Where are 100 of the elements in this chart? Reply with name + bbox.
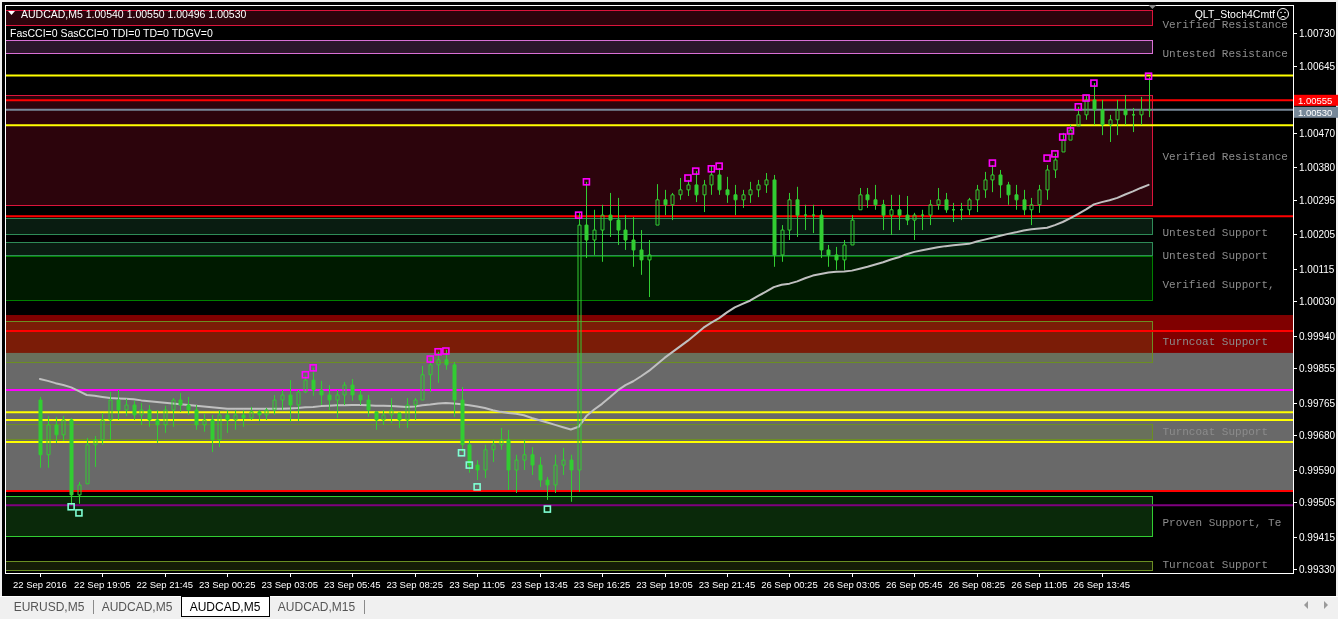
x-tick-label: 23 Sep 05:45	[323, 578, 381, 590]
candlestick	[1084, 95, 1089, 121]
point	[1043, 154, 1051, 162]
candlestick	[132, 400, 137, 421]
candlestick	[178, 392, 183, 413]
candlestick	[272, 394, 277, 416]
candlestick	[983, 171, 988, 199]
candlestick	[538, 456, 543, 488]
candlestick	[85, 437, 90, 485]
y-tick-label: 0.99765	[1299, 398, 1336, 409]
candlestick	[733, 184, 738, 216]
candlestick	[998, 169, 1003, 199]
candlestick	[623, 214, 628, 251]
candlestick	[897, 194, 902, 231]
candlestick	[530, 446, 535, 476]
candlestick	[77, 481, 82, 505]
candlestick	[194, 404, 199, 431]
candlestick	[257, 409, 262, 422]
y-tick-label: 1.00730	[1299, 28, 1336, 39]
text: AUDCAD,M5	[101, 600, 173, 614]
ref-line-label: 1.00555	[1298, 94, 1333, 106]
point	[457, 449, 466, 457]
candlestick	[397, 412, 402, 429]
candlestick	[561, 447, 566, 476]
candlestick	[1100, 99, 1105, 136]
candlestick	[54, 416, 59, 444]
candlestick	[499, 427, 504, 451]
candlestick	[592, 209, 597, 256]
candlestick	[420, 365, 425, 401]
point	[1051, 150, 1059, 158]
candlestick	[389, 397, 394, 424]
point	[684, 174, 692, 182]
candlestick	[1037, 184, 1042, 214]
candlestick	[881, 199, 886, 231]
point	[543, 505, 552, 513]
candlestick	[139, 402, 144, 426]
point	[465, 461, 474, 469]
candlestick	[264, 407, 269, 421]
candlestick	[1022, 189, 1027, 216]
point	[1074, 103, 1083, 111]
y-tick-label: 0.99680	[1299, 430, 1336, 441]
candlestick	[186, 396, 191, 416]
candlestick	[975, 184, 980, 213]
candlestick	[803, 204, 808, 231]
x-tick-label: 26 Sep 11:05	[1011, 578, 1068, 590]
candlestick	[725, 176, 730, 204]
candlestick	[959, 202, 964, 221]
candlestick	[1108, 114, 1113, 143]
candlestick	[413, 397, 418, 421]
candlestick	[506, 429, 511, 491]
candlestick	[967, 197, 972, 216]
x-tick-label: 23 Sep 16:25	[573, 578, 631, 590]
candlestick	[1068, 124, 1073, 141]
candlestick	[944, 192, 949, 214]
candlestick	[280, 389, 285, 411]
point	[1066, 127, 1075, 135]
x-tick-label: 22 Sep 19:05	[74, 578, 131, 590]
x-tick-label: 23 Sep 11:05	[449, 578, 506, 590]
candlestick	[171, 397, 176, 428]
x-tick-label: 23 Sep 13:45	[511, 578, 568, 590]
point	[426, 355, 435, 363]
candlestick	[311, 367, 316, 397]
y-tick-label: 1.00205	[1299, 229, 1336, 240]
candlestick	[678, 177, 683, 201]
candlestick	[288, 379, 293, 423]
x-tick-label: 26 Sep 05:45	[886, 578, 943, 590]
candlestick	[124, 398, 129, 417]
candlestick	[202, 413, 207, 433]
candlestick	[655, 183, 660, 226]
band-label: Turncoat Support	[1162, 335, 1269, 348]
candlestick	[756, 179, 761, 198]
line-series	[38, 183, 1150, 431]
chart-title: AUDCAD,M5 1.00540 1.00550 1.00496 1.00530	[21, 7, 247, 20]
candlestick	[936, 187, 941, 211]
y-tick-label: 1.00380	[1299, 162, 1336, 173]
candlestick	[475, 459, 480, 481]
point	[442, 347, 450, 355]
candlestick	[147, 404, 152, 428]
y-tick-label: 0.99940	[1299, 331, 1336, 342]
candlestick	[1139, 96, 1144, 126]
candlestick	[772, 174, 777, 268]
candlestick	[865, 187, 870, 209]
y-tick-label: 1.00470	[1299, 128, 1336, 139]
point	[715, 162, 723, 170]
candlestick	[155, 409, 160, 444]
candlestick	[522, 439, 527, 471]
y-tick-label: 0.99330	[1299, 564, 1336, 575]
candlestick	[850, 214, 855, 246]
candlestick	[163, 405, 168, 434]
candlestick	[366, 394, 371, 418]
candlestick	[631, 216, 636, 268]
candlestick	[405, 397, 410, 429]
text: AUDCAD,M15	[277, 600, 356, 614]
y-tick-label: 1.00115	[1299, 264, 1335, 275]
y-tick-label: 1.00295	[1299, 195, 1336, 206]
point	[1082, 94, 1090, 102]
candlestick	[639, 229, 644, 276]
candlestick	[1029, 197, 1034, 226]
candlestick	[1092, 82, 1097, 126]
candlestick	[663, 189, 668, 216]
